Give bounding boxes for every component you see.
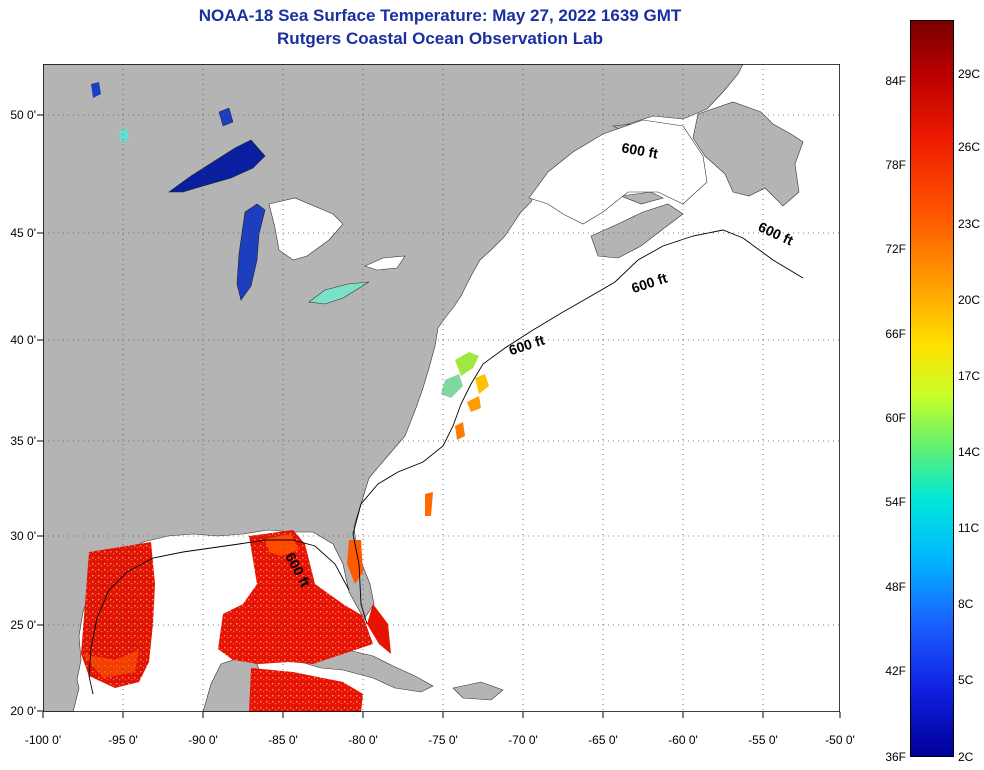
colorbar-c-5: 5C — [958, 673, 974, 687]
gulf-st-lawrence — [528, 119, 708, 225]
lon-label-80: -80 0' — [348, 733, 378, 747]
nova-scotia — [590, 203, 684, 259]
sst-lake-spots — [91, 82, 129, 142]
lon-label-85: -85 0' — [268, 733, 298, 747]
colorbar-f-36: 36F — [885, 750, 906, 764]
colorbar-f-54: 54F — [885, 495, 906, 509]
lat-label-25: 25 0' — [10, 618, 36, 632]
colorbar-c-20: 20C — [958, 293, 981, 307]
contour-label-gulf-st-lawrence: 600 ft — [620, 139, 659, 161]
lon-label-90: -90 0' — [188, 733, 218, 747]
prince-edward-island — [619, 191, 664, 205]
lake-erie — [308, 281, 370, 305]
lon-label-60: -60 0' — [668, 733, 698, 747]
temperature-colorbar — [910, 20, 954, 757]
gulf-contour-line — [88, 539, 350, 695]
sst-mid-atlantic-shelf — [425, 352, 489, 516]
colorbar-f-42: 42F — [885, 664, 906, 678]
lon-label-95: -95 0' — [108, 733, 138, 747]
map-title: NOAA-18 Sea Surface Temperature: May 27,… — [198, 6, 682, 25]
lat-label-30: 30 0' — [10, 529, 36, 543]
sst-map: 600 ft 600 ft 600 ft 600 ft 600 ft — [43, 64, 840, 712]
lake-superior — [168, 139, 266, 193]
lon-label-100: -100 0' — [24, 733, 62, 747]
colorbar-f-48: 48F — [885, 580, 906, 594]
lon-label-65: -65 0' — [588, 733, 618, 747]
colorbar-f-84: 84F — [885, 74, 906, 88]
shelf-contour-line — [352, 229, 804, 625]
lake-huron — [268, 197, 344, 261]
colorbar-c-29: 29C — [958, 67, 981, 81]
newfoundland — [692, 101, 804, 207]
lon-label-50: -50 0' — [825, 733, 855, 747]
colorbar-f-60: 60F — [885, 411, 906, 425]
sst-gulf-mexico-west — [81, 542, 155, 688]
colorbar-f-72: 72F — [885, 242, 906, 256]
lake-winnipeg-spot — [218, 107, 234, 127]
lat-label-20: 20 0' — [10, 704, 36, 718]
map-graticule — [43, 64, 840, 712]
lon-label-75: -75 0' — [428, 733, 458, 747]
lake-michigan — [236, 203, 266, 301]
colorbar-f-66: 66F — [885, 327, 906, 341]
colorbar-c-8: 8C — [958, 597, 974, 611]
lat-label-40: 40 0' — [10, 333, 36, 347]
colorbar-c-11: 11C — [958, 521, 980, 535]
lon-label-55: -55 0' — [748, 733, 778, 747]
map-subtitle: Rutgers Coastal Ocean Observation Lab — [277, 29, 603, 48]
colorbar-f-78: 78F — [885, 158, 906, 172]
lon-label-70: -70 0' — [508, 733, 538, 747]
lat-label-45: 45 0' — [10, 226, 36, 240]
colorbar-c-14: 14C — [958, 445, 981, 459]
lat-label-50: 50 0' — [10, 108, 36, 122]
colorbar-c-2: 2C — [958, 750, 974, 764]
lake-ontario — [364, 255, 406, 271]
sst-caribbean — [249, 668, 363, 712]
hispaniola — [452, 681, 504, 701]
colorbar-c-17: 17C — [958, 369, 981, 383]
colorbar-c-26: 26C — [958, 140, 981, 154]
lat-label-35: 35 0' — [10, 434, 36, 448]
colorbar-c-23: 23C — [958, 217, 981, 231]
sst-gulf-mexico-east — [218, 530, 373, 664]
